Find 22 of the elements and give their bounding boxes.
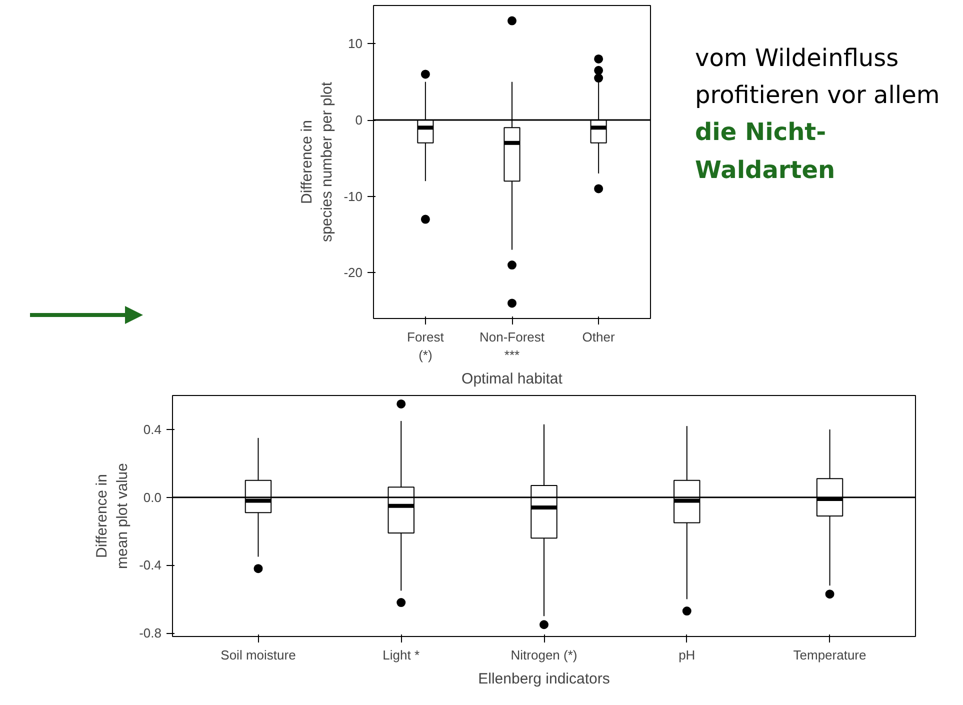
- x-tick-label: Other: [582, 330, 616, 344]
- y-tick-label: -0.4: [139, 558, 162, 573]
- y-tick-label: -0.8: [139, 626, 162, 641]
- text: die Nicht-Waldarten: [695, 118, 836, 184]
- y-tick-label: 0: [355, 112, 363, 128]
- x-axis-title: Optimal habitat: [462, 370, 564, 388]
- x-tick-label: Nitrogen (*): [510, 648, 578, 662]
- y-tick-label: 0.4: [143, 422, 162, 437]
- y-tick-label: 10: [348, 36, 363, 52]
- x-tick-label: Non-Forest ***: [479, 330, 545, 362]
- x-tick-label: pH: [678, 648, 696, 662]
- x-tick-label: Temperature: [793, 648, 866, 662]
- y-tick-label: -10: [344, 188, 363, 204]
- y-tick-label: -20: [344, 265, 363, 280]
- x-tick-label: Soil moisture: [220, 648, 296, 662]
- x-tick-label: Light *: [382, 648, 420, 662]
- y-axis-title: Difference in mean plot value: [94, 463, 132, 569]
- x-axis-title: Ellenberg indicators: [478, 670, 610, 688]
- x-tick-label: Forest (*): [407, 330, 444, 362]
- text: vom Wildeinfluss profitieren vor allem: [695, 44, 940, 110]
- y-tick-label: 0.0: [143, 490, 162, 505]
- y-axis-title: Difference in species number per plot: [298, 81, 336, 242]
